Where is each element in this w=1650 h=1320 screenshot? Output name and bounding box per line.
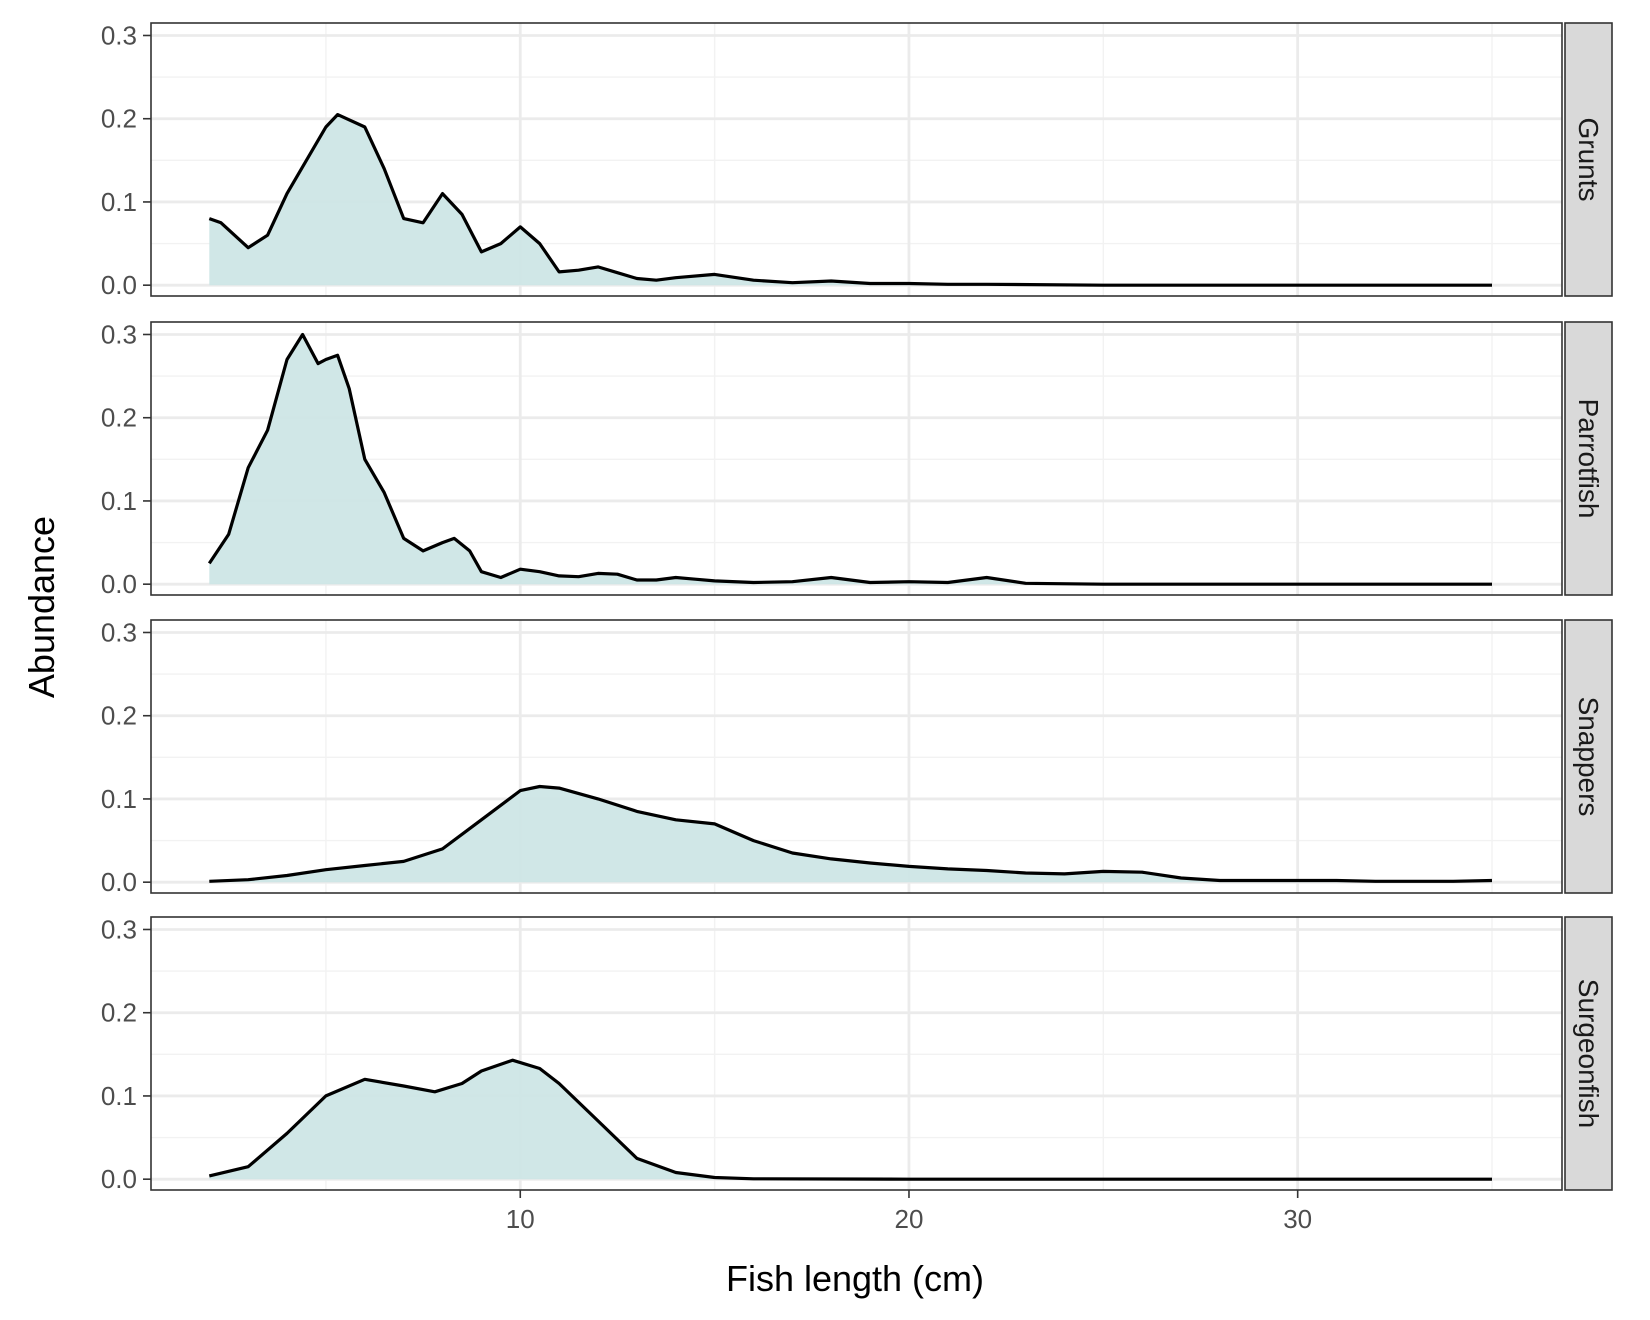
facet-panel-snappers: 0.0 0.1 0.2 0.3 Snappers	[101, 617, 1613, 897]
y-tick-label: 0.1	[101, 486, 137, 516]
y-tick-label: 0.2	[101, 998, 137, 1028]
y-tick-label: 0.0	[101, 569, 137, 599]
x-tick-label: 30	[1283, 1204, 1312, 1234]
density-area	[209, 1060, 1492, 1180]
facet-strip-label: Parrotfish	[1573, 399, 1604, 519]
x-tick-label: 20	[895, 1204, 924, 1234]
y-tick-label: 0.2	[101, 701, 137, 731]
y-tick-label: 0.3	[101, 914, 137, 944]
y-axis-title: Abundance	[21, 516, 62, 698]
y-tick-label: 0.3	[101, 617, 137, 647]
facet-strip-label: Surgeonfish	[1573, 979, 1604, 1128]
facet-strip-label: Grunts	[1573, 117, 1604, 201]
x-tick-label: 10	[506, 1204, 535, 1234]
y-tick-label: 0.1	[101, 187, 137, 217]
panel-background	[151, 620, 1562, 893]
facet-strip	[1564, 916, 1613, 1191]
facet-strip	[1564, 321, 1613, 596]
facet-strip	[1564, 22, 1613, 297]
y-tick-label: 0.3	[101, 20, 137, 50]
y-tick-label: 0.0	[101, 1164, 137, 1194]
density-line	[208, 113, 1492, 287]
facet-panel-surgeonfish: 0.0 0.1 0.2 0.3 Surgeonfish	[101, 914, 1613, 1194]
density-line	[208, 1058, 1492, 1181]
facet-strip-label: Snappers	[1573, 697, 1604, 817]
facet-panels: 0.0 0.1 0.2 0.3 Grunts 0.0 0.1 0.2 0.3 Parrotfish…	[101, 20, 1613, 1194]
density-line	[207, 332, 1492, 586]
panel-border	[150, 321, 1563, 596]
panel-border	[150, 916, 1563, 1191]
y-tick-label: 0.2	[101, 104, 137, 134]
facet-panel-grunts: 0.0 0.1 0.2 0.3 Grunts	[101, 20, 1613, 300]
panel-border	[150, 22, 1563, 297]
x-axis-title: Fish length (cm)	[726, 1258, 984, 1299]
y-tick-label: 0.1	[101, 784, 137, 814]
y-tick-label: 0.0	[101, 270, 137, 300]
x-axis: 10 20 30	[506, 1190, 1312, 1234]
panel-border	[150, 619, 1563, 894]
density-line	[209, 784, 1493, 883]
y-tick-label: 0.2	[101, 403, 137, 433]
facet-panel-parrotfish: 0.0 0.1 0.2 0.3 Parrotfish	[101, 319, 1613, 599]
facet-strip	[1564, 619, 1613, 894]
y-tick-label: 0.3	[101, 319, 137, 349]
density-area	[209, 786, 1492, 883]
y-tick-label: 0.1	[101, 1081, 137, 1111]
density-area	[209, 114, 1492, 286]
y-tick-label: 0.0	[101, 867, 137, 897]
